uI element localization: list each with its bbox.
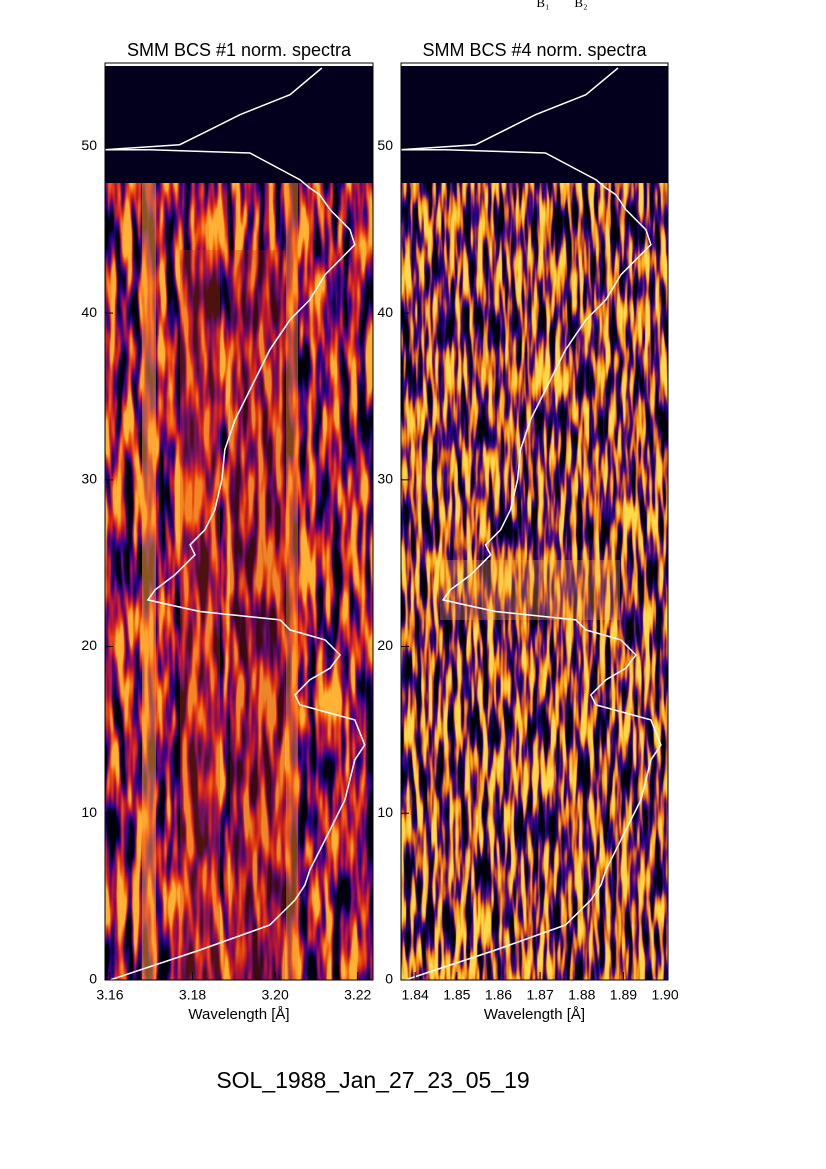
x-tick-label: 1.90 — [651, 987, 678, 1003]
light-curve — [104, 67, 366, 981]
x-axis-label: Wavelength [Å] — [484, 1006, 585, 1023]
x-tick-label: 3.18 — [179, 987, 206, 1003]
emission-stripe — [286, 183, 298, 980]
y-tick-label: 30 — [81, 471, 97, 487]
y-tick-label: 0 — [385, 971, 393, 987]
heatmap-1 — [105, 66, 373, 980]
panel-title: SMM BCS #1 norm. spectra — [127, 40, 352, 60]
heatmap-2 — [401, 66, 668, 980]
y-tick-label: 40 — [377, 304, 393, 320]
y-tick-label: 10 — [377, 804, 393, 820]
x-tick-label: 1.85 — [443, 987, 470, 1003]
y-tick-label: 50 — [377, 137, 393, 153]
x-tick-label: 3.22 — [344, 987, 371, 1003]
annotation: B₁ — [536, 0, 549, 10]
dark-region — [105, 66, 373, 183]
figure-title: SOL_1988_Jan_27_23_05_19 — [216, 1067, 529, 1093]
panel-title: SMM BCS #4 norm. spectra — [422, 40, 647, 60]
annotation: B₂ — [574, 0, 587, 10]
x-tick-label: 1.88 — [568, 987, 595, 1003]
bright-band — [440, 560, 620, 620]
x-tick-label: 1.87 — [526, 987, 553, 1003]
light-curve — [400, 67, 662, 981]
y-tick-label: 20 — [81, 637, 97, 653]
x-tick-label: 3.16 — [96, 987, 123, 1003]
x-tick-label: 3.20 — [262, 987, 289, 1003]
y-tick-label: 50 — [81, 137, 97, 153]
y-tick-label: 10 — [81, 804, 97, 820]
heatmap-noise — [401, 183, 668, 980]
dark-region — [401, 66, 668, 183]
y-tick-label: 30 — [377, 471, 393, 487]
y-tick-label: 40 — [81, 304, 97, 320]
x-axis-label: Wavelength [Å] — [188, 1006, 289, 1023]
x-tick-label: 1.86 — [485, 987, 512, 1003]
x-tick-label: 1.89 — [610, 987, 637, 1003]
plot-frame — [104, 62, 374, 981]
x-tick-label: 1.84 — [402, 987, 429, 1003]
emission-stripe — [180, 250, 220, 980]
plot-frame — [400, 62, 669, 981]
y-tick-label: 0 — [89, 971, 97, 987]
emission-stripe — [142, 183, 156, 980]
y-tick-label: 20 — [377, 637, 393, 653]
